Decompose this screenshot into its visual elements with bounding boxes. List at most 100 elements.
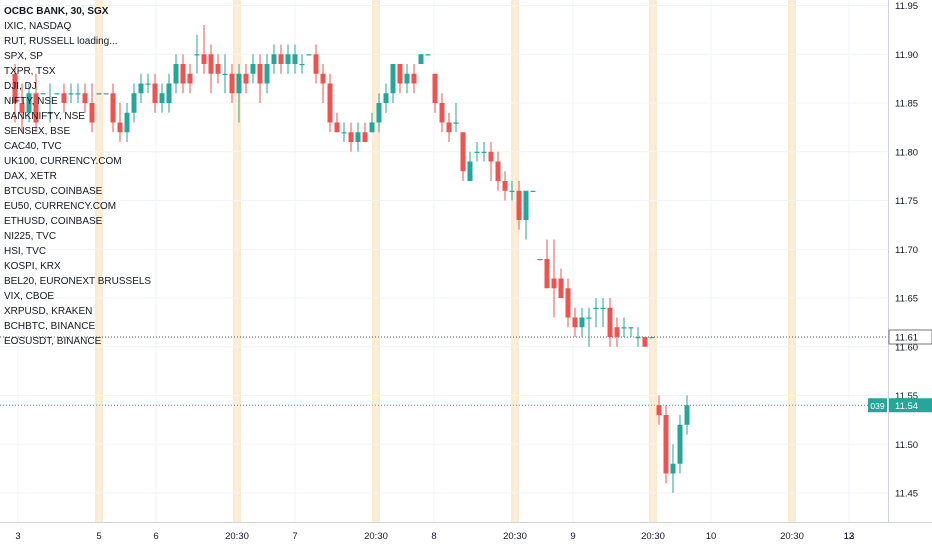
- candle[interactable]: [61, 83, 67, 113]
- candle[interactable]: [159, 83, 165, 113]
- candle[interactable]: [509, 181, 515, 201]
- candle[interactable]: [33, 73, 39, 133]
- candle[interactable]: [299, 54, 305, 74]
- candle[interactable]: [642, 337, 648, 347]
- candle[interactable]: [600, 298, 606, 328]
- candle[interactable]: [460, 132, 466, 181]
- candle[interactable]: [75, 83, 81, 104]
- candle[interactable]: [208, 44, 214, 94]
- candle[interactable]: [334, 112, 340, 133]
- candle[interactable]: [124, 103, 130, 142]
- candle[interactable]: [579, 307, 585, 337]
- candle[interactable]: [446, 112, 452, 142]
- compare-symbol[interactable]: CAC40, TVC: [4, 141, 62, 152]
- candle[interactable]: [537, 259, 543, 261]
- candle[interactable]: [222, 54, 228, 94]
- candle[interactable]: [558, 268, 564, 298]
- candle[interactable]: [82, 83, 88, 113]
- candle[interactable]: [418, 54, 424, 64]
- candle[interactable]: [467, 151, 473, 181]
- candle[interactable]: [425, 54, 431, 56]
- compare-symbol[interactable]: SPX, SP: [4, 51, 43, 62]
- compare-symbol[interactable]: RUT, RUSSELL loading...: [4, 36, 118, 47]
- candle[interactable]: [502, 171, 508, 201]
- candle[interactable]: [40, 93, 46, 95]
- candle[interactable]: [271, 44, 277, 74]
- candle[interactable]: [516, 181, 522, 230]
- candle[interactable]: [187, 64, 193, 94]
- candle[interactable]: [285, 44, 291, 74]
- candle[interactable]: [194, 34, 200, 74]
- candle[interactable]: [89, 83, 95, 133]
- candle[interactable]: [565, 278, 571, 328]
- candle[interactable]: [313, 44, 319, 84]
- candle[interactable]: [607, 298, 613, 347]
- candle[interactable]: [376, 93, 382, 133]
- compare-symbol[interactable]: IXIC, NASDAQ: [4, 21, 72, 32]
- candle[interactable]: [341, 122, 347, 143]
- candle[interactable]: [257, 54, 263, 103]
- candle[interactable]: [47, 83, 53, 123]
- candle[interactable]: [670, 444, 676, 493]
- candle[interactable]: [166, 73, 172, 113]
- candle[interactable]: [26, 83, 32, 123]
- candle[interactable]: [530, 190, 536, 192]
- candle[interactable]: [488, 142, 494, 181]
- candle[interactable]: [432, 73, 438, 113]
- candle[interactable]: [250, 54, 256, 84]
- candle[interactable]: [229, 64, 235, 103]
- candle[interactable]: [103, 93, 109, 95]
- candle[interactable]: [593, 298, 599, 328]
- candle[interactable]: [439, 93, 445, 133]
- candle[interactable]: [152, 73, 158, 113]
- candle[interactable]: [649, 337, 655, 339]
- compare-symbol[interactable]: BCHBTC, BINANCE: [4, 321, 96, 332]
- candle[interactable]: [138, 73, 144, 103]
- candle[interactable]: [481, 142, 487, 162]
- compare-symbol[interactable]: ETHUSD, COINBASE: [4, 216, 103, 227]
- compare-symbol[interactable]: EU50, CURRENCY.COM: [4, 201, 117, 212]
- candle[interactable]: [320, 64, 326, 103]
- candle[interactable]: [453, 103, 459, 133]
- candle[interactable]: [628, 327, 634, 337]
- candle[interactable]: [572, 307, 578, 337]
- candle[interactable]: [551, 239, 557, 318]
- candle[interactable]: [236, 64, 242, 123]
- compare-symbol[interactable]: BEL20, EURONEXT BRUSSELS: [4, 276, 152, 287]
- candle[interactable]: [544, 239, 550, 289]
- candle[interactable]: [306, 54, 312, 56]
- candle[interactable]: [362, 122, 368, 143]
- candle[interactable]: [411, 64, 417, 94]
- candle[interactable]: [68, 83, 74, 104]
- candle[interactable]: [215, 54, 221, 84]
- candle[interactable]: [292, 44, 298, 74]
- candle[interactable]: [278, 44, 284, 74]
- compare-symbol[interactable]: SENSEX, BSE: [4, 126, 71, 137]
- candle[interactable]: [145, 73, 151, 94]
- candle[interactable]: [12, 64, 18, 123]
- compare-symbol[interactable]: HSI, TVC: [4, 246, 47, 257]
- compare-symbol[interactable]: BANKNIFTY, NSE: [4, 111, 85, 122]
- compare-symbol[interactable]: DJI, DJ: [4, 81, 37, 92]
- candle[interactable]: [355, 122, 361, 152]
- candle[interactable]: [19, 83, 25, 133]
- candle[interactable]: [390, 64, 396, 103]
- compare-symbol[interactable]: NI225, TVC: [4, 231, 57, 242]
- candle[interactable]: [677, 415, 683, 474]
- compare-symbol[interactable]: VIX, CBOE: [4, 291, 55, 302]
- compare-symbol[interactable]: TXPR, TSX: [4, 66, 56, 77]
- candle[interactable]: [201, 25, 207, 74]
- candle[interactable]: [348, 122, 354, 152]
- candle[interactable]: [173, 54, 179, 94]
- candle[interactable]: [474, 142, 480, 162]
- candle[interactable]: [586, 307, 592, 347]
- candle[interactable]: [397, 64, 403, 94]
- candle[interactable]: [656, 395, 662, 425]
- compare-symbol[interactable]: NIFTY, NSE: [4, 96, 58, 107]
- candle[interactable]: [54, 93, 60, 95]
- compare-symbol[interactable]: EOSUSDT, BINANCE: [4, 336, 102, 347]
- candle[interactable]: [523, 190, 529, 240]
- compare-symbol[interactable]: KOSPI, KRX: [4, 261, 61, 272]
